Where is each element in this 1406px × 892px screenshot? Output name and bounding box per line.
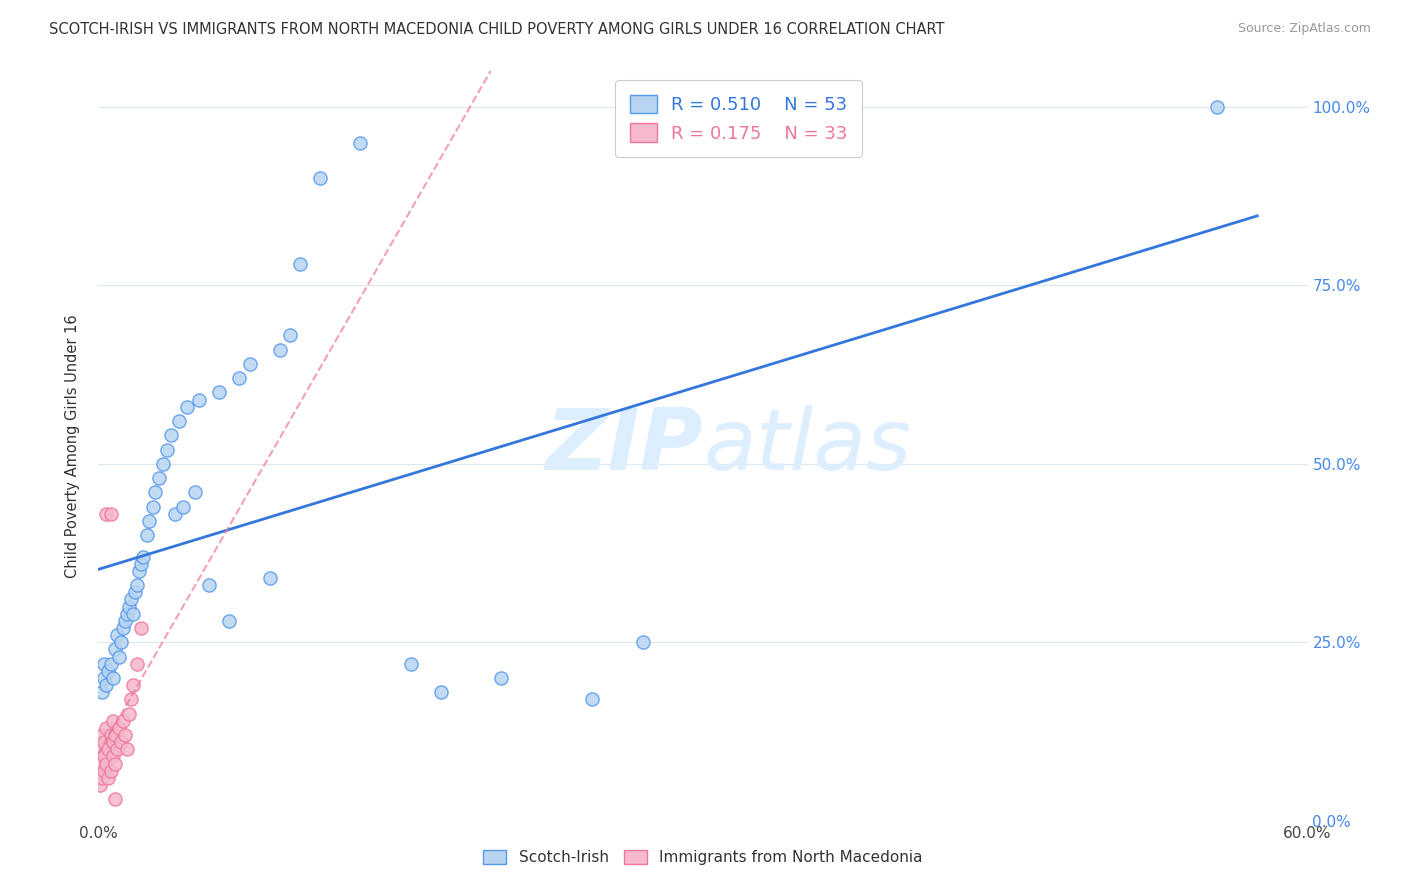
Point — [96, 678, 118, 692]
Point — [93, 671, 115, 685]
Point — [97, 664, 120, 678]
Point — [288, 257, 311, 271]
Point — [121, 678, 143, 692]
Point — [114, 614, 136, 628]
Point — [101, 714, 124, 728]
Point — [91, 742, 114, 756]
Point — [124, 585, 146, 599]
Point — [129, 557, 152, 571]
Point — [135, 528, 157, 542]
Point — [97, 742, 120, 756]
Point — [100, 764, 122, 778]
Point — [91, 685, 114, 699]
Point — [120, 592, 142, 607]
Point — [278, 328, 301, 343]
Point — [103, 642, 125, 657]
Point — [101, 749, 124, 764]
Point — [105, 742, 128, 756]
Point — [101, 671, 124, 685]
Point — [581, 692, 603, 706]
Point — [228, 371, 250, 385]
Point — [89, 778, 111, 792]
Text: ZIP: ZIP — [546, 404, 703, 488]
Point — [103, 756, 125, 771]
Point — [115, 742, 138, 756]
Point — [111, 714, 134, 728]
Point — [172, 500, 194, 514]
Point — [114, 728, 136, 742]
Point — [97, 771, 120, 785]
Point — [184, 485, 207, 500]
Point — [101, 735, 124, 749]
Point — [118, 599, 141, 614]
Point — [118, 706, 141, 721]
Y-axis label: Child Poverty Among Girls Under 16: Child Poverty Among Girls Under 16 — [65, 314, 80, 578]
Point — [105, 628, 128, 642]
Point — [115, 607, 138, 621]
Point — [125, 657, 148, 671]
Point — [93, 749, 115, 764]
Text: SCOTCH-IRISH VS IMMIGRANTS FROM NORTH MACEDONIA CHILD POVERTY AMONG GIRLS UNDER : SCOTCH-IRISH VS IMMIGRANTS FROM NORTH MA… — [49, 22, 945, 37]
Point — [111, 621, 134, 635]
Point — [208, 385, 231, 400]
Point — [152, 457, 174, 471]
Point — [93, 764, 115, 778]
Point — [132, 549, 155, 564]
Point — [121, 607, 143, 621]
Point — [91, 728, 114, 742]
Point — [349, 136, 371, 150]
Point — [491, 671, 513, 685]
Point — [120, 692, 142, 706]
Point — [218, 614, 240, 628]
Point — [96, 721, 118, 735]
Point — [142, 500, 165, 514]
Point — [110, 735, 132, 749]
Point — [259, 571, 281, 585]
Point — [309, 171, 332, 186]
Point — [143, 485, 166, 500]
Point — [188, 392, 211, 407]
Point — [176, 400, 198, 414]
Point — [93, 735, 115, 749]
Point — [198, 578, 221, 592]
Point — [107, 649, 129, 664]
Point — [96, 756, 118, 771]
Point — [103, 728, 125, 742]
Point — [156, 442, 179, 457]
Point — [1206, 100, 1229, 114]
Point — [160, 428, 183, 442]
Text: Source: ZipAtlas.com: Source: ZipAtlas.com — [1237, 22, 1371, 36]
Point — [163, 507, 186, 521]
Legend: Scotch-Irish, Immigrants from North Macedonia: Scotch-Irish, Immigrants from North Mace… — [475, 843, 931, 873]
Point — [430, 685, 453, 699]
Point — [239, 357, 262, 371]
Point — [103, 792, 125, 806]
Text: atlas: atlas — [703, 404, 911, 488]
Point — [631, 635, 654, 649]
Point — [125, 578, 148, 592]
Point — [110, 635, 132, 649]
Point — [89, 756, 111, 771]
Point — [93, 657, 115, 671]
Point — [167, 414, 190, 428]
Point — [399, 657, 422, 671]
Point — [100, 657, 122, 671]
Point — [269, 343, 291, 357]
Point — [129, 621, 152, 635]
Point — [100, 728, 122, 742]
Point — [96, 507, 118, 521]
Point — [107, 721, 129, 735]
Point — [91, 771, 114, 785]
Point — [100, 507, 122, 521]
Point — [138, 514, 160, 528]
Point — [128, 564, 150, 578]
Point — [148, 471, 170, 485]
